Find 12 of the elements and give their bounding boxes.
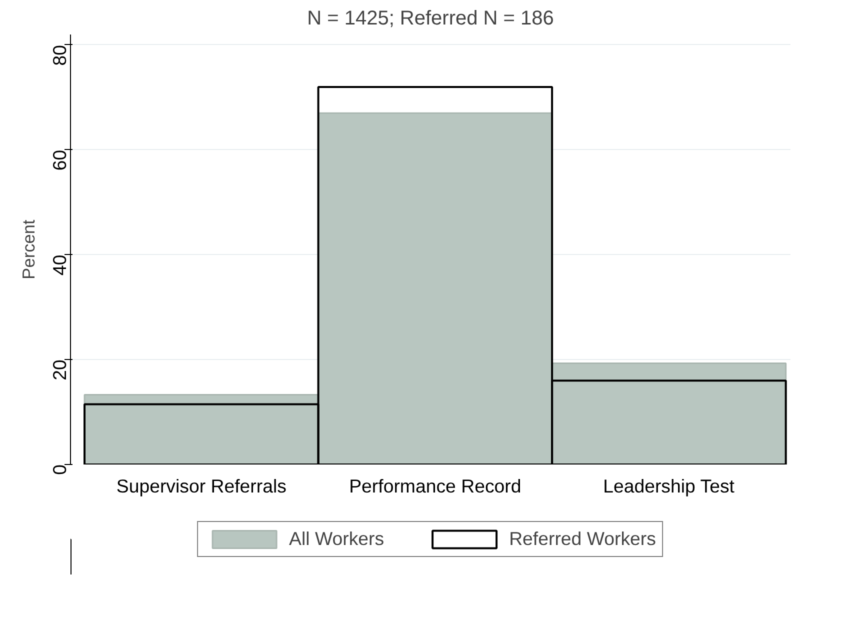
y-tick-label: 60 [49,150,70,171]
x-tick-label: Leadership Test [603,476,736,496]
legend-label: Referred Workers [509,528,656,550]
y-tick-label: 40 [49,254,70,276]
y-axis-title: Percent [18,219,38,280]
chart-title: N = 1425; Referred N = 186 [307,8,554,30]
y-tick-label: 0 [49,464,70,475]
y-tick-label: 20 [49,360,70,380]
legend-label: All Workers [289,528,384,550]
x-tick-label: Performance Record [349,476,522,496]
x-tick-label: Supervisor Referrals [116,476,286,496]
y-tick-label: 80 [49,44,70,66]
